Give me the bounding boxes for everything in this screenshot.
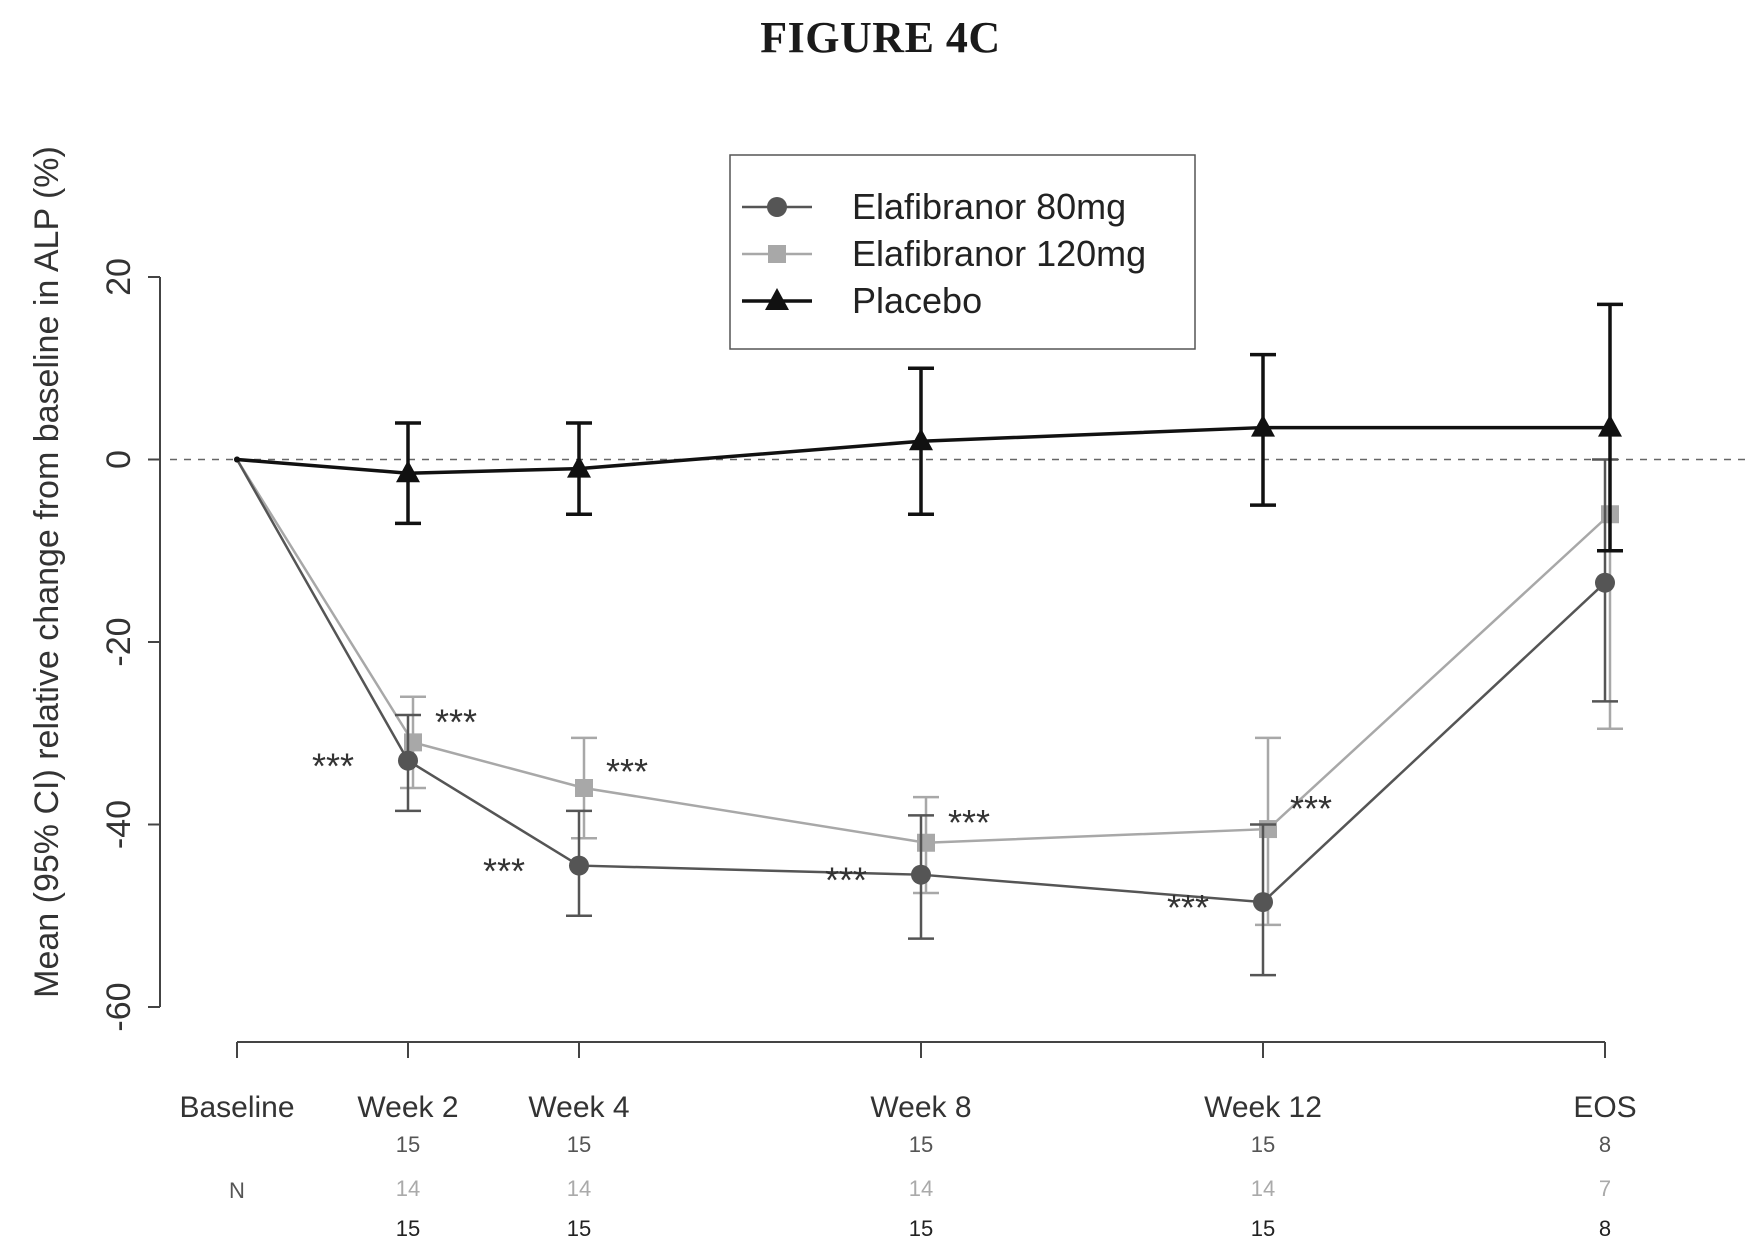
n-value: 15	[567, 1132, 591, 1157]
data-point	[567, 455, 591, 478]
data-point	[767, 197, 787, 217]
series-line	[235, 458, 1606, 904]
y-tick-label: -40	[100, 800, 138, 849]
data-point	[768, 245, 786, 263]
n-at-risk-table: N 15 15 15 15 8 14 14 14 14 7 15 15 15 15 8	[229, 1132, 1611, 1241]
n-value: 14	[396, 1176, 420, 1201]
significance-label: ***	[435, 701, 477, 742]
y-axis-label: Mean (95% CI) relative change from basel…	[28, 146, 66, 998]
significance-label: ***	[1290, 788, 1332, 829]
data-point	[1259, 820, 1277, 839]
n-value: 7	[1599, 1176, 1611, 1201]
legend-item: Elafibranor 120mg	[742, 233, 1146, 274]
series-group: *** *** *** *** *** *** *** ***	[234, 302, 1623, 977]
n-value: 15	[909, 1216, 933, 1241]
legend-item: Elafibranor 80mg	[742, 186, 1126, 227]
series-elafibranor-80mg: *** *** *** ***	[234, 456, 1618, 977]
series-line	[236, 425, 1610, 475]
n-value: 15	[1251, 1216, 1275, 1241]
legend: Elafibranor 80mg Elafibranor 120mg Placebo	[729, 154, 1196, 350]
x-tick-label: Week 12	[1204, 1091, 1322, 1124]
significance-label: ***	[948, 802, 990, 843]
data-point	[917, 833, 935, 852]
n-value: 8	[1599, 1132, 1611, 1157]
data-point	[404, 733, 422, 752]
legend-box	[729, 154, 1196, 350]
significance-label: ***	[825, 860, 867, 901]
significance-label: ***	[1167, 887, 1209, 928]
y-tick-label: 0	[100, 450, 138, 469]
y-tick-label: -20	[100, 617, 138, 666]
significance-label: ***	[606, 751, 648, 792]
data-point	[1595, 572, 1615, 593]
x-tick-label: EOS	[1573, 1091, 1636, 1124]
data-point	[911, 864, 931, 885]
x-tick-label: Baseline	[179, 1091, 294, 1124]
data-point	[1251, 414, 1275, 437]
series-placebo	[234, 302, 1623, 553]
data-point	[1598, 414, 1622, 437]
n-value: 15	[1251, 1132, 1275, 1157]
y-tick-label: -60	[100, 982, 138, 1031]
n-value: 15	[396, 1216, 420, 1241]
n-value: 14	[1251, 1176, 1275, 1201]
y-tick-label: 20	[100, 258, 138, 296]
data-point	[396, 460, 420, 483]
data-point	[234, 456, 240, 463]
n-value: 15	[909, 1132, 933, 1157]
series-elafibranor-120mg: *** *** *** ***	[234, 303, 1623, 927]
n-value: 14	[567, 1176, 591, 1201]
significance-label: ***	[312, 746, 354, 787]
n-value: 15	[396, 1132, 420, 1157]
n-value: 14	[909, 1176, 933, 1201]
data-point	[765, 288, 789, 310]
x-tick-label: Week 4	[528, 1091, 629, 1124]
x-tick-label: Week 8	[870, 1091, 971, 1124]
data-point	[398, 750, 418, 771]
data-point	[1253, 892, 1273, 913]
legend-label: Elafibranor 80mg	[852, 186, 1126, 227]
x-tick-label: Week 2	[357, 1091, 458, 1124]
n-value: 8	[1599, 1216, 1611, 1241]
legend-label: Elafibranor 120mg	[852, 233, 1146, 274]
n-value: 15	[567, 1216, 591, 1241]
legend-item: Placebo	[742, 280, 982, 321]
series-line	[235, 458, 1611, 845]
legend-label: Placebo	[852, 280, 982, 321]
data-point	[575, 779, 593, 797]
significance-label: ***	[483, 851, 525, 892]
data-point	[569, 855, 589, 876]
axes: 20 0 -20 -40 -60 Mean (95% CI) relative chang…	[28, 146, 1637, 1124]
data-point	[909, 428, 933, 451]
n-row-label: N	[229, 1178, 245, 1203]
figure-title: FIGURE 4C	[760, 13, 1001, 62]
